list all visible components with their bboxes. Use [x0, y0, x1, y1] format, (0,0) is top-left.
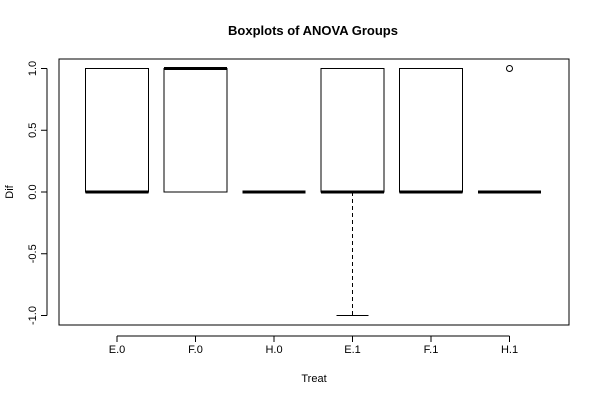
y-tick-label: -0.5 [27, 244, 39, 263]
box-body [85, 68, 149, 193]
outlier-point [506, 65, 513, 72]
x-tick-label: H.1 [501, 344, 518, 356]
x-axis-label: Treat [301, 373, 326, 385]
box-body [163, 68, 228, 193]
box-group [320, 68, 385, 316]
box-group [85, 68, 149, 194]
y-axis: -1.0 -0.5 0.0 0.5 1.0 [27, 61, 48, 325]
box-group [399, 68, 463, 194]
x-tick-label: E.0 [109, 344, 126, 356]
x-tick-label: E.1 [344, 344, 361, 356]
box-body [399, 68, 463, 193]
x-tick-label: F.0 [188, 344, 203, 356]
y-axis-label: Dif [4, 184, 16, 198]
chart-title: Boxplots of ANOVA Groups [228, 23, 398, 38]
box-group [163, 67, 228, 193]
x-tick-label: H.0 [265, 344, 282, 356]
box-group [478, 65, 541, 194]
x-tick-label: F.1 [424, 344, 439, 356]
y-tick-label: 0.5 [27, 123, 39, 138]
boxes-group [85, 65, 541, 316]
y-tick-label: 0.0 [27, 184, 39, 199]
box-body [320, 68, 385, 193]
plot-frame [58, 58, 570, 326]
y-tick-label: 1.0 [27, 61, 39, 76]
y-tick-label: -1.0 [27, 306, 39, 325]
x-axis: E.0 F.0 H.0 E.1 F.1 H.1 [109, 335, 518, 356]
